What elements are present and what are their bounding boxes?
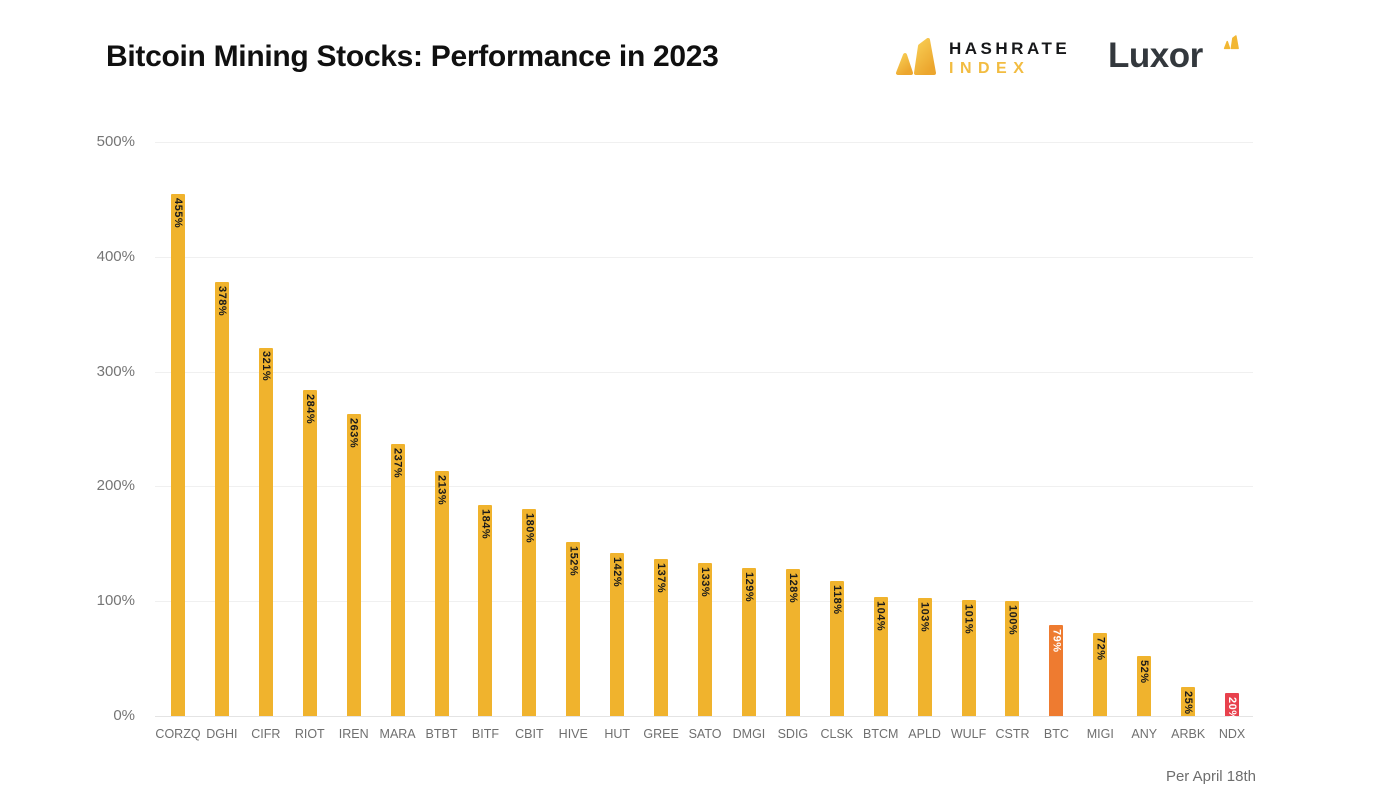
bar-value-label: 142% bbox=[611, 556, 624, 588]
x-axis-tick-label: MARA bbox=[379, 727, 416, 741]
x-axis-tick-label: BTCM bbox=[863, 727, 899, 741]
bar-value-label: 103% bbox=[918, 601, 931, 632]
bar-value-label: 180% bbox=[523, 513, 536, 544]
bar-hut bbox=[610, 552, 625, 716]
gridline bbox=[155, 486, 1253, 488]
x-axis-tick-label: WULF bbox=[950, 727, 987, 741]
x-axis-tick-label: ARBK bbox=[1171, 727, 1206, 741]
y-axis-tick-label: 100% bbox=[96, 592, 135, 610]
gridline bbox=[155, 256, 1253, 258]
bar-value-label: 284% bbox=[303, 393, 316, 425]
x-axis-tick-label: CSTR bbox=[995, 727, 1030, 741]
bar-value-label: 455% bbox=[172, 197, 184, 228]
x-axis-tick-label: SDIG bbox=[777, 727, 809, 741]
luxor-wordmark: Luxor bbox=[1108, 36, 1203, 75]
bar-value-label: 20% bbox=[1226, 697, 1239, 721]
bar-value-label: 133% bbox=[699, 567, 712, 598]
bar-value-label: 72% bbox=[1094, 637, 1107, 661]
x-axis-tick-label: DMGI bbox=[732, 727, 766, 741]
hashrate-index-wordmark: HASHRATE INDEX bbox=[949, 38, 1070, 79]
x-axis-tick-label: SATO bbox=[688, 727, 722, 741]
hashrate-index-logo: HASHRATE INDEX bbox=[891, 32, 1070, 85]
bar-value-label: 137% bbox=[655, 562, 668, 593]
bar-mara bbox=[390, 443, 405, 716]
gridline bbox=[155, 371, 1253, 373]
x-axis-tick-label: ANY bbox=[1131, 727, 1158, 741]
bar-value-label: 104% bbox=[874, 600, 887, 631]
bar-any bbox=[1137, 656, 1152, 716]
bar-value-label: 237% bbox=[391, 447, 404, 479]
index-text: INDEX bbox=[949, 60, 1031, 77]
bar-sdig bbox=[785, 569, 800, 716]
bar-value-label: 184% bbox=[479, 508, 492, 539]
bar-sato bbox=[698, 563, 713, 716]
luxor-triangle-icon bbox=[1222, 33, 1240, 56]
x-axis-tick-label: CORZQ bbox=[155, 727, 201, 741]
bar-value-label: 100% bbox=[1006, 605, 1019, 636]
bar-btbt bbox=[434, 471, 449, 716]
bar-bitf bbox=[478, 504, 493, 716]
y-axis-tick-label: 0% bbox=[113, 707, 135, 724]
gridline bbox=[155, 142, 1253, 143]
bar-dmgi bbox=[741, 567, 756, 716]
luxor-logo: Luxor bbox=[1108, 33, 1248, 85]
bar-cbit bbox=[522, 509, 537, 716]
bar-riot bbox=[302, 389, 317, 716]
plot-area: 500% 400% 300% 200% 100% 0% 455% CORZQ 378% DGHI 3… bbox=[97, 133, 1253, 741]
bar-migi bbox=[1093, 633, 1108, 716]
x-axis-tick-label: DGHI bbox=[206, 727, 238, 741]
bar-apld bbox=[917, 597, 932, 716]
bar-arbk bbox=[1181, 687, 1196, 716]
x-axis-tick-label: BTC bbox=[1043, 727, 1069, 741]
y-axis-tick-label: 400% bbox=[96, 247, 135, 265]
x-axis-tick-label: GREE bbox=[643, 727, 679, 741]
bar-value-label: 263% bbox=[347, 418, 360, 449]
bar-btc bbox=[1049, 625, 1064, 716]
bar-value-label: 129% bbox=[742, 571, 755, 603]
x-axis-tick-label: HIVE bbox=[558, 727, 588, 741]
hashrate-index-triangle-icon bbox=[891, 32, 939, 85]
bar-value-label: 321% bbox=[259, 351, 272, 382]
x-axis-tick-label: MIGI bbox=[1086, 727, 1114, 741]
bar-value-label: 25% bbox=[1182, 691, 1195, 715]
bar-ndx bbox=[1225, 693, 1240, 716]
x-axis-tick-label: CIFR bbox=[251, 727, 281, 741]
x-axis-tick-label: NDX bbox=[1218, 727, 1246, 741]
x-axis-tick-label: CBIT bbox=[515, 727, 544, 741]
bar-value-label: 101% bbox=[962, 604, 975, 635]
bar-value-label: 52% bbox=[1138, 660, 1151, 684]
x-axis-tick-label: CLSK bbox=[820, 727, 854, 741]
bar-dghi bbox=[214, 282, 229, 716]
bar-wulf bbox=[961, 600, 976, 716]
bar-cstr bbox=[1005, 601, 1020, 716]
y-axis-tick-label: 300% bbox=[96, 362, 135, 380]
x-axis-tick-label: HUT bbox=[604, 727, 631, 741]
bar-value-label: 213% bbox=[435, 475, 448, 506]
bar-cifr bbox=[258, 347, 273, 716]
bar-iren bbox=[346, 414, 361, 716]
bar-value-label: 152% bbox=[567, 545, 580, 576]
bar-value-label: 128% bbox=[786, 573, 799, 604]
chart-title: Bitcoin Mining Stocks: Performance in 20… bbox=[106, 40, 719, 73]
hashrate-text: HASHRATE bbox=[949, 39, 1071, 58]
footnote-date: Per April 18th bbox=[1165, 768, 1256, 785]
bar-clsk bbox=[829, 580, 844, 716]
bar-value-label: 118% bbox=[830, 584, 843, 615]
x-axis-tick-label: BTBT bbox=[425, 727, 458, 741]
gridline bbox=[155, 716, 1253, 717]
x-axis-tick-label: APLD bbox=[908, 727, 941, 741]
bar-gree bbox=[654, 558, 669, 716]
bar-value-label: 79% bbox=[1050, 629, 1063, 653]
bar-value-label: 378% bbox=[215, 286, 228, 317]
bar-hive bbox=[566, 541, 581, 716]
y-axis-tick-label: 500% bbox=[96, 133, 135, 150]
x-axis-tick-label: IREN bbox=[338, 727, 369, 741]
bar-corzq bbox=[171, 193, 185, 716]
bar-btcm bbox=[873, 596, 888, 716]
y-axis-tick-label: 200% bbox=[96, 477, 135, 495]
x-axis-tick-label: RIOT bbox=[294, 727, 325, 741]
x-axis-tick-label: BITF bbox=[471, 727, 499, 741]
